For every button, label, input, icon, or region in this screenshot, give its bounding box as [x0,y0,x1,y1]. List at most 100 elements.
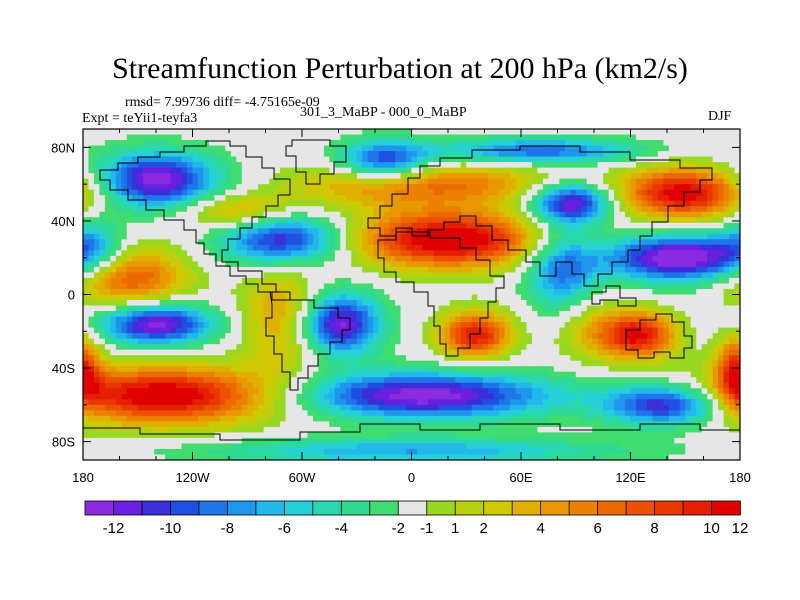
field-cell [521,266,528,274]
field-cell [225,327,232,334]
field-cell [657,244,664,251]
field-cell [433,200,440,207]
field-cell [367,134,374,141]
field-cell [641,162,648,169]
field-cell [630,322,637,329]
field-cell [449,206,456,213]
field-cell [247,355,254,362]
field-cell [312,140,320,147]
field-cell [159,189,166,196]
field-cell [635,162,643,169]
field-cell [614,129,621,136]
field-cell [646,239,653,246]
field-cell [493,206,500,213]
field-cell [143,311,150,318]
field-cell [99,211,106,218]
field-cell [411,184,418,191]
field-cell [236,355,243,362]
field-cell [707,222,714,229]
field-cell [88,228,95,235]
field-cell [159,206,166,213]
field-cell [444,162,451,169]
field-cell [646,228,653,235]
field-cell [668,140,675,147]
field-cell [219,129,226,136]
field-cell [690,156,697,163]
field-cell [416,255,424,262]
field-cell [219,349,226,356]
field-cell [718,327,725,334]
field-cell [104,355,111,362]
field-cell [657,255,664,262]
field-cell [176,311,183,318]
field-cell [104,206,111,213]
field-cell [542,134,549,141]
field-cell [225,355,232,362]
field-cell [499,151,506,158]
field-cell [652,178,659,185]
field-cell [351,228,358,235]
field-cell [154,151,161,158]
field-cell [274,272,281,279]
field-cell [625,272,632,279]
field-cell [384,239,391,246]
field-cell [515,156,522,163]
field-cell [99,178,106,185]
field-cell [192,327,199,334]
field-cell [466,167,473,174]
field-cell [471,217,478,224]
field-cell [570,233,577,240]
field-cell [570,129,577,136]
field-cell [499,327,506,334]
field-cell [718,156,725,163]
field-cell [367,344,374,351]
field-cell [115,222,122,229]
field-cell [422,277,429,285]
field-cell [285,272,292,279]
field-cell [170,129,177,136]
field-cell [553,250,560,257]
field-cell [203,189,210,196]
field-cell [296,173,303,180]
field-cell [214,134,221,141]
field-cell [652,140,659,147]
field-cell [280,228,287,235]
field-cell [274,255,281,262]
field-cell [214,277,221,285]
field-cell [460,200,467,207]
field-cell [285,283,292,290]
field-cell [296,261,303,268]
field-cell [674,167,681,174]
field-cell [482,311,489,318]
field-cell [690,239,697,246]
field-cell [236,255,243,262]
field-cell [252,162,259,169]
field-cell [646,184,653,191]
field-cell [542,300,549,307]
field-cell [83,233,90,240]
field-cell [384,250,391,257]
field-cell [455,151,462,158]
field-cell [690,217,697,224]
field-cell [570,333,577,340]
field-cell [230,156,237,163]
field-cell [499,173,506,180]
field-cell [493,228,500,235]
field-cell [181,239,188,246]
field-cell [668,338,675,345]
field-cell [236,134,243,141]
field-cell [143,178,150,185]
field-cell [274,206,281,213]
field-cell [696,305,703,312]
field-cell [93,316,101,323]
field-cell [433,311,440,318]
field-cell [83,305,90,312]
field-cell [236,140,243,147]
field-cell [619,349,626,356]
field-cell [586,250,593,257]
field-cell [159,338,166,345]
field-cell [389,206,396,213]
field-cell [729,140,736,147]
field-cell [679,344,686,351]
field-cell [181,288,188,296]
